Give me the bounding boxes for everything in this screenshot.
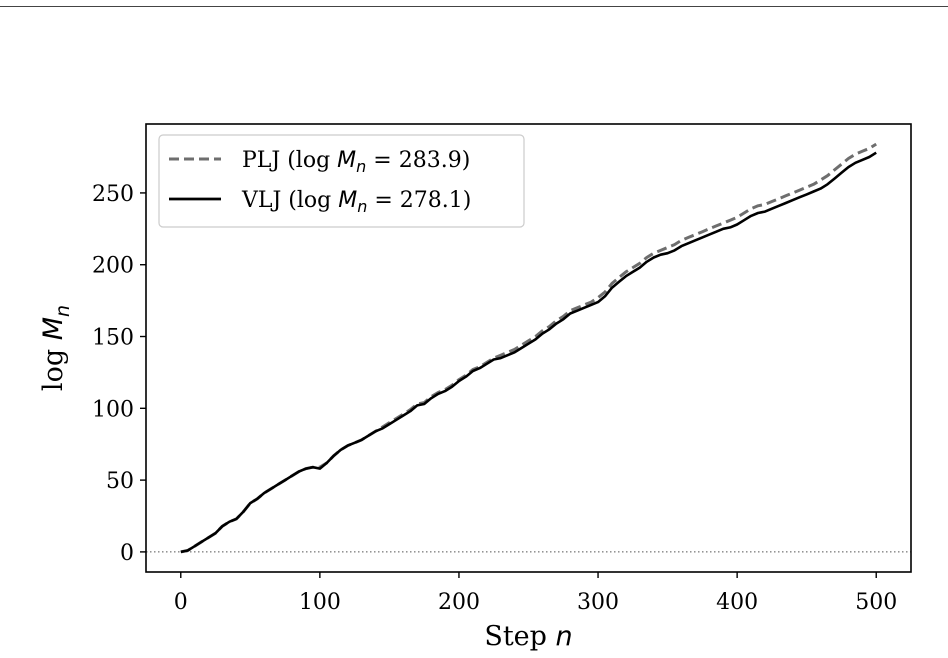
legend-box — [158, 134, 525, 228]
top-rule — [0, 6, 948, 7]
y-ticks: 0 50 100 150 200 250 — [92, 182, 146, 566]
y-axis-label-var: M — [38, 317, 69, 340]
legend-plj-sub: n — [356, 157, 366, 176]
x-tick-label: 200 — [438, 590, 480, 615]
x-axis-label-prefix: Step — [484, 621, 555, 652]
legend-vlj-post: = 278.1) — [367, 188, 471, 213]
x-tick-label: 400 — [716, 590, 758, 615]
legend-entry-plj: PLJ (log Mn = 283.9) — [242, 148, 470, 176]
y-tick-label: 150 — [92, 326, 134, 351]
legend-vlj-pre: VLJ (log — [241, 188, 338, 213]
legend: PLJ (log Mn = 283.9) VLJ (log Mn = 278.1… — [158, 134, 525, 228]
legend-vlj-sub: n — [357, 197, 367, 216]
y-tick-label: 50 — [106, 469, 134, 494]
legend-vlj-var: M — [338, 188, 357, 213]
x-tick-label: 100 — [299, 590, 341, 615]
y-axis-label-sub: n — [52, 305, 74, 317]
x-axis-label: Step n — [484, 621, 572, 652]
x-axis-label-var: n — [556, 621, 573, 652]
x-tick-label: 500 — [855, 590, 897, 615]
y-tick-label: 250 — [92, 182, 134, 207]
y-axis-label-prefix: log — [38, 340, 69, 391]
y-tick-label: 0 — [120, 541, 134, 566]
x-tick-label: 0 — [174, 590, 188, 615]
y-axis-label: log Mn — [38, 305, 74, 391]
series-group — [180, 142, 877, 554]
series-line-vlj — [180, 151, 877, 554]
y-tick-label: 100 — [92, 397, 134, 422]
x-tick-label: 300 — [577, 590, 619, 615]
y-tick-label: 200 — [92, 254, 134, 279]
plot-area-frame — [145, 123, 912, 573]
x-ticks: 0 100 200 300 400 500 — [174, 572, 897, 615]
legend-entry-vlj: VLJ (log Mn = 278.1) — [241, 188, 471, 216]
legend-plj-pre: PLJ (log — [242, 148, 337, 173]
legend-plj-var: M — [337, 148, 356, 173]
legend-plj-post: = 283.9) — [366, 148, 470, 173]
